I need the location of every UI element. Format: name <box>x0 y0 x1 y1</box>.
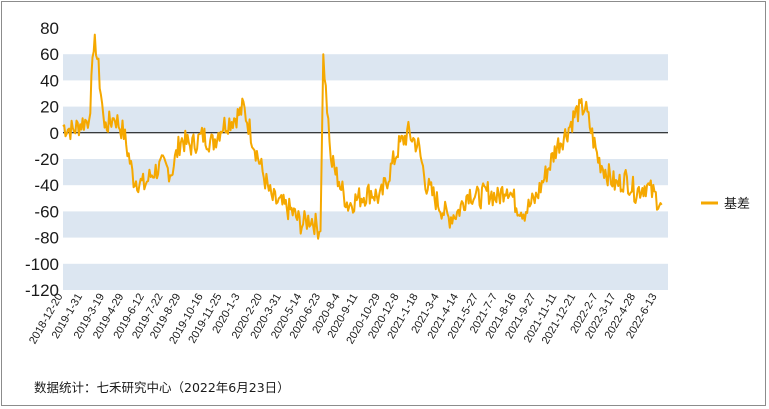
grid-band <box>63 263 668 290</box>
x-axis-ticks: 2018-12-202019-1-312019-3-192019-4-29201… <box>27 291 660 346</box>
y-tick-label: -100 <box>25 255 59 274</box>
y-tick-label: 60 <box>40 45 59 64</box>
y-tick-label: 80 <box>40 19 59 38</box>
grid-band <box>63 106 668 133</box>
legend: 基差 <box>701 197 750 212</box>
y-tick-label: -20 <box>34 150 59 169</box>
series-line-path <box>62 33 663 240</box>
grid-band <box>63 211 668 238</box>
grid-band <box>63 54 668 81</box>
series-line <box>62 33 663 240</box>
grid-band <box>63 159 668 186</box>
y-tick-label: -40 <box>34 176 59 195</box>
y-tick-label: 40 <box>40 71 59 90</box>
y-tick-label: -120 <box>25 281 59 300</box>
y-tick-label: -80 <box>34 229 59 248</box>
y-tick-label: -60 <box>34 202 59 221</box>
y-tick-label: 0 <box>50 124 59 143</box>
grid-bands <box>63 54 668 290</box>
y-tick-label: 20 <box>40 98 59 117</box>
source-note: 数据统计：七禾研究中心（2022年6月23日） <box>34 380 290 395</box>
y-axis-ticks: 80 60 40 20 0 -20 -40 -60 -80 -100 -120 <box>25 19 59 300</box>
legend-label: 基差 <box>724 197 750 212</box>
